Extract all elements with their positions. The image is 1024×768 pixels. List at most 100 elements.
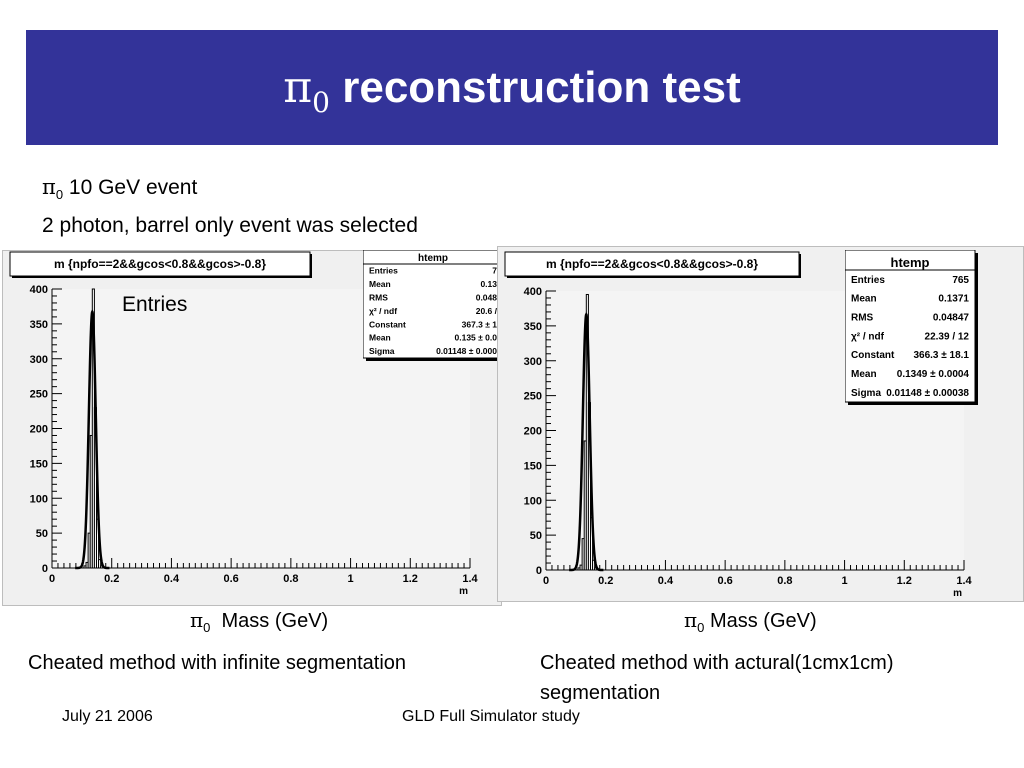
x-tick-label: 1 (842, 575, 848, 587)
histogram-bin (98, 559, 102, 569)
stats-row-value: 0.1349 ± 0.0004 (897, 369, 970, 380)
histogram-right-svg: 0 50 100 150 200 250 300 350 400 0 0.2 0.4 0.6 0.8 1 1.… (497, 246, 1024, 602)
y-tick-label: 350 (524, 321, 542, 333)
stats-row-value: 366.3 ± 18.1 (913, 350, 969, 361)
slide-title: π0 reconstruction test (26, 30, 998, 145)
y-tick-label: 200 (524, 426, 542, 438)
x-tick-label: 0 (49, 573, 55, 585)
y-tick-label: 300 (524, 356, 542, 368)
fit-curve (75, 309, 110, 570)
y-tick-label: 50 (530, 530, 542, 542)
stats-row-label: Sigma (851, 388, 881, 399)
stats-row-label: Entries (369, 266, 398, 276)
stats-box-frame (363, 250, 502, 359)
y-tick-label: 250 (30, 389, 48, 401)
stats-row-label: Constant (851, 350, 895, 361)
stats-row-label: Mean (851, 294, 877, 305)
intro-subscript: 0 (55, 187, 64, 203)
x-tick-label: 0.8 (283, 573, 298, 585)
description-right: Cheated method with actural(1cmx1cm) seg… (540, 648, 893, 708)
stats-title: htemp (418, 253, 448, 264)
intro-line-1-text: 10 GeV event (68, 176, 198, 199)
y-tick-label: 150 (524, 460, 542, 472)
stats-row-label: RMS (851, 312, 874, 323)
stats-row-value: 22.39 / 12 (925, 331, 970, 342)
y-tick-label: 100 (524, 495, 542, 507)
caption-right-symbol: π (684, 608, 698, 632)
x-tick-label: 0.8 (777, 575, 792, 587)
stats-row-label: Sigma (369, 346, 395, 356)
stats-box: htemp Entries 765 Mean 0.1371 RMS 0.04847 χ² / … (845, 250, 978, 405)
x-tick-label: 1.2 (403, 573, 418, 585)
y-tick-label: 100 (30, 493, 48, 505)
stats-row-value: 765 (952, 275, 969, 286)
footer-center: GLD Full Simulator study (402, 708, 580, 725)
x-tick-label: 0.4 (164, 573, 180, 585)
stats-row-value: 0.04847 (933, 312, 970, 323)
stats-row-value: 0.048 (476, 292, 498, 302)
histogram-right: 0 50 100 150 200 250 300 350 400 0 0.2 0.4 0.6 0.8 1 1.… (497, 246, 1024, 604)
chart-title: m {npfo==2&&gcos<0.8&&gcos>-0.8} (546, 257, 758, 271)
title-text: reconstruction test (342, 63, 741, 112)
histogram-left: 0 50 100 150 200 250 300 350 400 0 0.2 0.4 0.6 0.8 1 1.… (2, 246, 530, 608)
stats-row-label: Mean (851, 369, 877, 380)
caption-left-subscript: 0 (203, 620, 211, 635)
stats-row-value: 0.135 ± 0.0 (455, 333, 498, 343)
intro-symbol: π (42, 175, 56, 199)
title-box (9, 251, 311, 277)
stats-row-value: 20.6 / (476, 306, 498, 316)
stats-row-label: χ² / ndf (369, 306, 397, 316)
stats-row-label: χ² / ndf (851, 331, 885, 342)
x-tick-label: 0.2 (598, 575, 613, 587)
description-left: Cheated method with infinite segmentatio… (28, 652, 407, 674)
y-tick-label: 0 (42, 563, 48, 575)
intro-text: π0 10 GeV event 2 photon, barrel only ev… (42, 172, 418, 241)
caption-right: π0 Mass (GeV) (684, 608, 817, 635)
stats-box-frame (845, 250, 976, 403)
footer-date: July 21 2006 (62, 708, 153, 725)
y-tick-label: 200 (30, 424, 48, 436)
y-tick-label: 300 (30, 354, 48, 366)
caption-left-text: Mass (GeV) (221, 610, 329, 632)
chart-title: m {npfo==2&&gcos<0.8&&gcos>-0.8} (54, 257, 266, 271)
caption-left: π0 Mass (GeV) (190, 608, 328, 635)
x-tick-label: 1.2 (897, 575, 912, 587)
caption-right-text: Mass (GeV) (709, 610, 817, 632)
stats-row-value: 367.3 ± 1 (462, 319, 498, 329)
fit-curve (569, 311, 604, 572)
title-box (504, 251, 800, 277)
y-tick-label: 250 (524, 391, 542, 403)
x-axis-label: m (459, 586, 468, 597)
description-right-line-2: segmentation (540, 682, 661, 704)
stats-row-label: RMS (369, 292, 388, 302)
histogram-left-svg: 0 50 100 150 200 250 300 350 400 0 0.2 0.4 0.6 0.8 1 1.… (2, 250, 502, 606)
stats-row-value: 0.13 (480, 279, 497, 289)
caption-left-symbol: π (190, 608, 204, 632)
caption-right-subscript: 0 (697, 620, 705, 635)
x-tick-label: 0.6 (223, 573, 238, 585)
x-tick-label: 0.2 (104, 573, 119, 585)
y-tick-label: 400 (524, 286, 542, 298)
intro-line-1: π0 10 GeV event (42, 172, 418, 210)
stats-row-label: Mean (369, 333, 391, 343)
x-tick-label: 1.4 (462, 573, 478, 585)
x-axis-label: m (953, 588, 962, 599)
y-tick-label: 0 (536, 565, 542, 577)
x-tick-label: 1 (348, 573, 354, 585)
entries-label: Entries (122, 293, 188, 316)
stats-row-value: 0.01148 ± 0.000 (436, 346, 497, 356)
y-tick-label: 150 (30, 458, 48, 470)
y-tick-label: 400 (30, 284, 48, 296)
title-subscript: 0 (312, 86, 330, 119)
stats-row-label: Mean (369, 279, 391, 289)
x-tick-label: 0.4 (658, 575, 674, 587)
x-tick-label: 0 (543, 575, 549, 587)
x-tick-label: 0.6 (717, 575, 732, 587)
stats-title: htemp (891, 255, 930, 270)
title-symbol: π (283, 62, 313, 113)
description-right-line-1: Cheated method with actural(1cmx1cm) (540, 652, 894, 674)
stats-row-value: 0.01148 ± 0.00038 (886, 388, 969, 399)
intro-line-2: 2 photon, barrel only event was selected (42, 214, 418, 238)
stats-row-label: Constant (369, 319, 406, 329)
x-tick-label: 1.4 (956, 575, 972, 587)
